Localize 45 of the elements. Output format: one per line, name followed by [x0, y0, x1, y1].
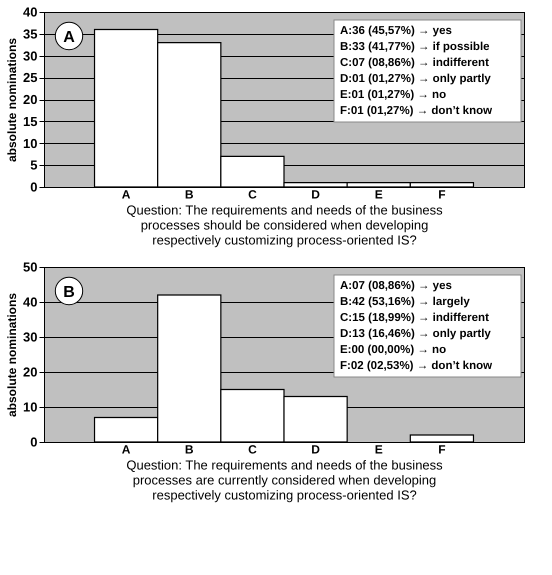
annotation: A:36 (45,57%) → yes	[340, 25, 452, 37]
x-tick-label: E	[374, 442, 383, 456]
y-axis-title: absolute nominations	[5, 38, 20, 162]
x-tick-label: D	[311, 188, 320, 202]
y-tick-label: 0	[30, 434, 38, 450]
annotation: B:42 (53,16%) → largely	[340, 296, 470, 308]
x-tick-label: C	[248, 442, 258, 456]
annotation: B	[63, 284, 75, 301]
annotation: F:02 (02,53%) → don’t know	[340, 360, 492, 372]
y-tick-label: 5	[30, 158, 38, 173]
annotation: E:01 (01,27%) → no	[340, 89, 446, 101]
y-tick-label: 50	[23, 260, 38, 274]
annotation: A	[63, 29, 76, 46]
x-tick-label: E	[374, 188, 383, 202]
y-tick-label: 20	[23, 92, 38, 107]
y-axis-title: absolute nominations	[5, 292, 20, 418]
x-axis-title: Question: The requirements and needs of the business processes are currently considered when developing respectively customizing process-oriented IS?	[126, 458, 444, 502]
annotation: D:01 (01,27%) → only partly	[340, 73, 492, 85]
annotation: B:33 (41,77%) → if possible	[340, 41, 490, 53]
y-tick-label: 25	[23, 70, 38, 86]
annotation: A:07 (08,86%) → yes	[340, 280, 452, 292]
y-tick-label: 0	[30, 180, 38, 194]
y-tick-label: 35	[23, 26, 38, 42]
x-tick-label: B	[184, 442, 194, 456]
y-tick-label: 30	[23, 330, 38, 344]
y-tick-label: 20	[23, 364, 38, 380]
x-tick-label: D	[311, 442, 320, 456]
y-tick-label: 10	[23, 136, 38, 151]
x-tick-label: A	[122, 442, 131, 456]
x-axis-title: Question: The requirements and needs of the business processes should be considered when developing respectively customizing process-oriented IS?	[126, 202, 444, 248]
x-tick-label: F	[438, 442, 446, 456]
annotation: C:15 (18,99%) → indifferent	[340, 312, 490, 324]
annotation: E:00 (00,00%) → no	[340, 344, 446, 356]
x-tick-label: C	[248, 188, 258, 202]
y-tick-label: 40	[23, 294, 38, 310]
y-tick-label: 40	[23, 4, 38, 20]
y-tick-label: 10	[23, 400, 38, 414]
x-tick-label: F	[438, 188, 446, 202]
annotation: F:01 (01,27%) → don’t know	[340, 105, 492, 117]
x-tick-label: B	[184, 188, 194, 202]
annotation: D:13 (16,46%) → only partly	[340, 328, 492, 340]
x-tick-label: A	[122, 188, 131, 202]
y-tick-label: 30	[23, 48, 38, 64]
y-tick-label: 15	[23, 114, 38, 129]
annotation: C:07 (08,86%) → indifferent	[340, 57, 490, 69]
